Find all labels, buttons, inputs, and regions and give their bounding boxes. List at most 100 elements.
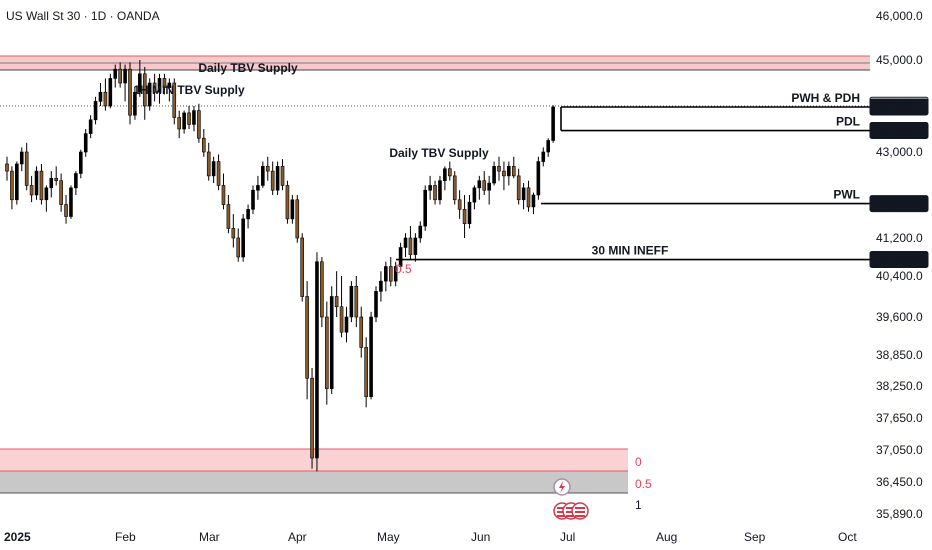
candle-body [344, 316, 349, 333]
annotation-1h-supply: 1H MIN TBV Supply [133, 83, 245, 97]
candle-body [516, 175, 521, 201]
candle-body [270, 170, 275, 191]
candle-body [280, 166, 285, 186]
candle-body [403, 237, 408, 248]
level-label-pdl: PDL [836, 115, 860, 129]
x-tick-label: Oct [838, 530, 857, 544]
candle-body [29, 185, 34, 196]
candle-body [384, 266, 388, 282]
us-flag-stripe [566, 507, 576, 509]
candle-body [492, 166, 496, 184]
candle-body [44, 187, 49, 201]
fib-zone-lower [0, 471, 628, 493]
candle-body [374, 291, 378, 318]
candle-body [275, 166, 280, 191]
candle-body [251, 189, 255, 210]
y-tick-label: 39,600.0 [876, 310, 923, 324]
candle-body [59, 180, 63, 205]
candle-body [226, 204, 231, 229]
candle-body [246, 209, 250, 220]
candle-body [507, 166, 511, 177]
us-flag-stripe [566, 515, 576, 517]
x-tick-label: Jul [560, 530, 575, 544]
y-tick-label: 36,450.0 [876, 475, 923, 489]
price-label: 43,978.4 [875, 100, 922, 114]
y-tick-label: 46,000.0 [876, 9, 923, 23]
candle-body [19, 151, 24, 165]
candle-body [398, 247, 403, 267]
x-tick-label: Aug [656, 530, 677, 544]
candle-body [256, 185, 260, 191]
candle-body [10, 170, 14, 201]
candle-body [236, 237, 241, 258]
candle-body [364, 347, 368, 397]
price-label: 41,919.8 [875, 197, 922, 211]
candle-body [452, 175, 457, 201]
candle-body [162, 78, 167, 88]
candle-body [5, 163, 9, 172]
candle-body [142, 73, 147, 107]
candle-body [24, 151, 29, 186]
candle-body [536, 161, 541, 196]
candle-body [54, 177, 59, 181]
candle-body [108, 78, 113, 107]
price-label-box [869, 122, 929, 140]
candle-body [521, 187, 526, 201]
candle-body [438, 180, 442, 201]
level-label-pwl: PWL [833, 188, 860, 202]
chart-title: US Wall St 30 · 1D · OANDA [6, 9, 160, 23]
candle-body [310, 377, 314, 459]
candle-body [423, 189, 428, 227]
candle-body [487, 182, 491, 191]
candle-body [113, 68, 118, 79]
lightning-glyph [559, 481, 565, 493]
candle-body [241, 218, 245, 258]
y-tick-label: 38,850.0 [876, 348, 923, 362]
candle-body [329, 296, 334, 389]
candle-body [447, 168, 452, 177]
candle-body [477, 180, 482, 189]
y-tick-label: 45,000.0 [876, 53, 923, 67]
level-label-ineff: 30 MIN INEFF [592, 244, 669, 258]
candle-body [379, 280, 383, 292]
candle-body [541, 151, 546, 162]
candle-body [472, 187, 477, 203]
fib-mid-label: 0.5 [395, 262, 412, 276]
candle-body [216, 161, 221, 186]
candle-body [285, 185, 290, 220]
candle-body [152, 82, 157, 93]
x-tick-label: May [377, 530, 400, 544]
fib-zone-upper [0, 449, 628, 471]
candle-body [261, 166, 265, 186]
candle-body [64, 204, 68, 217]
candle-body [551, 106, 555, 141]
x-tick-label: 2025 [4, 530, 31, 544]
us-flag-stripe [566, 511, 576, 513]
candle-body [187, 112, 191, 125]
us-flag-stripe [575, 511, 585, 513]
candle-body [79, 151, 83, 174]
candle-body [320, 261, 324, 318]
candle-body [265, 166, 270, 172]
candle-body [172, 82, 177, 118]
candle-body [202, 137, 206, 153]
y-tick-label: 41,200.0 [876, 231, 923, 245]
level-label-pwh: PWH & PDH [791, 91, 860, 105]
candle-body [497, 166, 501, 172]
candle-body [546, 140, 551, 153]
fib-label: 1 [635, 498, 642, 512]
candle-body [39, 170, 44, 201]
candle-body [211, 161, 216, 177]
y-tick-label: 43,000.0 [876, 145, 923, 159]
price-label: 43,466.7 [875, 124, 922, 138]
candle-body [369, 316, 373, 397]
x-tick-label: Jun [471, 530, 490, 544]
candle-body [531, 194, 536, 208]
candle-body [69, 187, 73, 217]
us-flag-stripe [575, 515, 585, 517]
x-tick-label: Apr [288, 530, 307, 544]
candle-body [324, 316, 329, 389]
price-label: 40,746.6 [875, 253, 922, 267]
candle-body [418, 225, 423, 239]
